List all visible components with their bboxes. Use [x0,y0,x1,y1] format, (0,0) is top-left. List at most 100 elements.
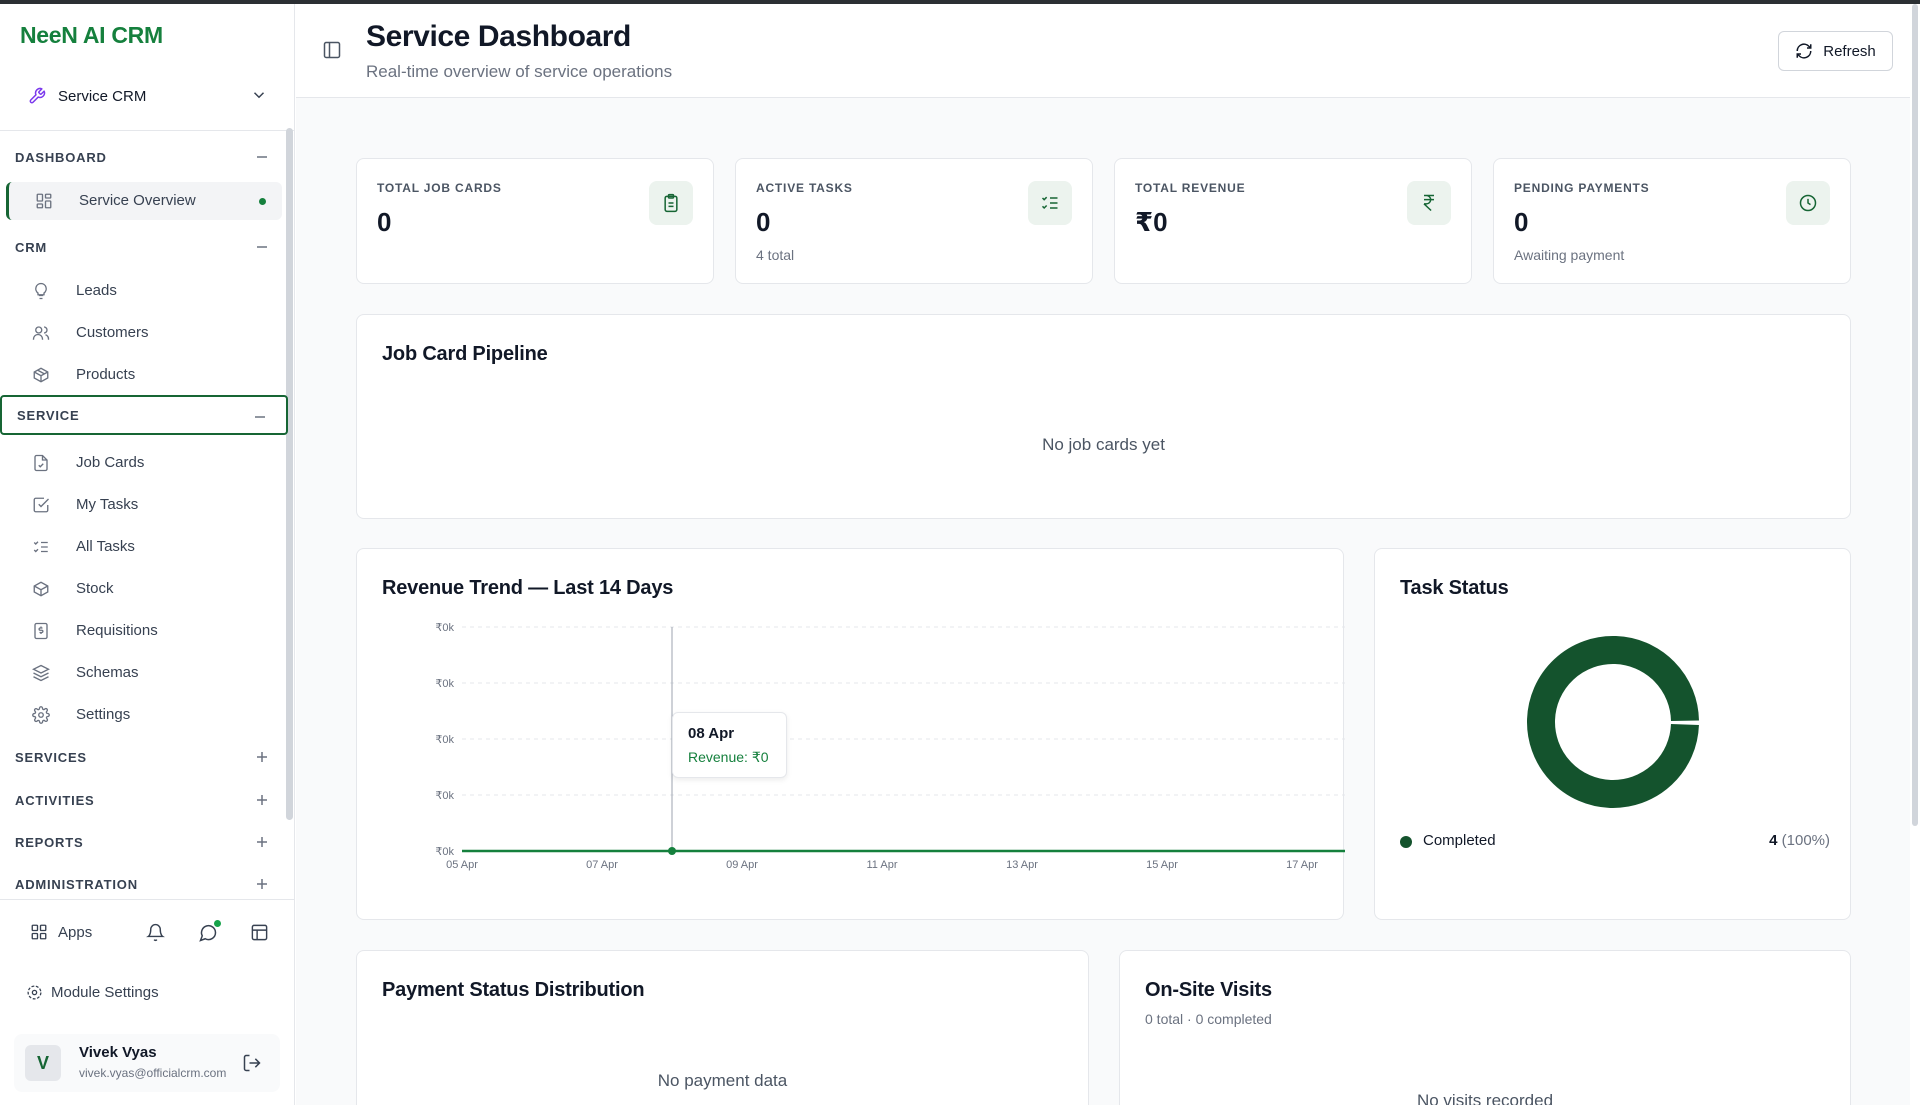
y-tick-label: ₹0k [435,678,454,690]
section-reports[interactable]: REPORTS [0,822,288,862]
card-subtitle: 0 total · 0 completed [1145,1011,1272,1027]
sidebar-item-label: Products [76,366,136,383]
section-administration[interactable]: ADMINISTRATION [0,864,288,904]
kpi-card-total-job-cards: TOTAL JOB CARDS 0 [356,158,714,284]
main-scrollbar[interactable] [1912,4,1918,826]
y-tick-label: ₹0k [435,846,454,858]
module-switcher[interactable]: Service CRM [28,78,268,114]
section-activities[interactable]: ACTIVITIES [0,780,288,820]
expand-icon [257,752,267,762]
section-dashboard[interactable]: DASHBOARD [0,137,288,177]
sidebar-footer-divider [0,899,294,900]
legend-item-completed: Completed 4 (100%) [1400,832,1830,854]
donut-slice-completed[interactable] [1527,636,1699,808]
sidebar-item-job-cards[interactable]: Job Cards [6,444,282,482]
section-services[interactable]: SERVICES [0,737,288,777]
section-label: ADMINISTRATION [15,876,138,892]
collapse-icon [255,416,265,418]
card-title: Payment Status Distribution [382,979,645,1001]
kpi-note: 4 total [756,247,795,263]
refresh-button[interactable]: Refresh [1778,31,1893,71]
clipboard-icon [664,193,678,213]
module-name: Service CRM [58,87,147,105]
card-title: Task Status [1400,577,1509,599]
sidebar-item-schemas[interactable]: Schemas [6,654,282,692]
x-tick-label: 13 Apr [1006,859,1038,871]
section-label: SERVICE [17,407,80,423]
sidebar-scrollbar[interactable] [286,128,293,820]
sidebar-item-my-tasks[interactable]: My Tasks [6,486,282,524]
tooltip-value: Revenue: ₹0 [688,749,769,765]
y-tick-label: ₹0k [435,622,454,634]
layout-icon[interactable] [250,923,269,942]
x-tick-label: 11 Apr [867,859,898,871]
receipt-icon [34,622,48,640]
lightbulb-icon [35,282,47,300]
page-title: Service Dashboard [366,20,631,53]
chat-button[interactable] [198,919,222,943]
sidebar-item-label: My Tasks [76,496,139,513]
page-header: Service Dashboard Real-time overview of … [296,4,1910,98]
legend-swatch [1400,836,1412,848]
kpi-note: Awaiting payment [1514,247,1625,263]
sidebar-item-settings[interactable]: Settings [6,696,282,734]
active-indicator [259,198,266,205]
sidebar-item-label: Leads [76,282,117,299]
list-checks-icon [1041,196,1058,210]
bell-icon[interactable] [146,923,165,942]
kpi-value: 0 [377,207,392,237]
kpi-icon-box [649,181,693,225]
legend-label: Completed [1423,832,1496,849]
empty-state: No visits recorded [1416,1091,1554,1105]
sidebar-item-customers[interactable]: Customers [6,314,282,352]
x-tick-label: 09 Apr [726,859,758,871]
y-tick-label: ₹0k [435,734,454,746]
legend-count-value: 4 [1769,832,1778,849]
section-service[interactable]: SERVICE [0,395,288,435]
sidebar-item-label: Customers [76,324,149,341]
empty-state: No payment data [657,1071,788,1090]
window-top-bar [0,0,1920,4]
kpi-label: TOTAL JOB CARDS [377,181,502,195]
sidebar-item-service-overview[interactable]: Service Overview [6,182,282,220]
expand-icon [257,837,267,847]
section-label: REPORTS [15,834,84,850]
file-check-icon [34,454,48,472]
apps-button[interactable]: Apps [30,923,92,941]
sidebar-item-stock[interactable]: Stock [6,570,282,608]
sidebar-item-leads[interactable]: Leads [6,272,282,310]
package-icon [33,581,49,597]
revenue-trend-card: Revenue Trend — Last 14 Days ₹0k ₹0k ₹0k ₹0… [356,548,1345,920]
sidebar-item-all-tasks[interactable]: All Tasks [6,528,282,566]
kpi-value: 0 [1514,207,1529,237]
job-card-pipeline-card: Job Card Pipeline No job cards yet [356,314,1851,519]
module-settings-link[interactable]: Module Settings [26,984,159,1001]
collapse-icon [257,156,267,158]
sidebar-divider [0,130,294,131]
logout-icon[interactable] [242,1053,262,1073]
revenue-line-chart: ₹0k ₹0k ₹0k ₹0k ₹0k 05 Apr 07 Apr 09 Apr 11 Apr… [435,622,1345,871]
sidebar-item-label: Job Cards [76,454,145,471]
users-icon [32,326,50,340]
sidebar-item-label: Schemas [76,664,139,681]
chevron-down-icon [253,92,265,99]
section-label: CRM [15,239,48,255]
sidebar-item-products[interactable]: Products [6,356,282,394]
gear-icon [32,706,50,724]
card-title: Revenue Trend — Last 14 Days [382,577,674,599]
layers-icon [32,664,50,682]
list-checks-icon [33,541,48,553]
section-crm[interactable]: CRM [0,227,288,267]
sidebar-item-requisitions[interactable]: Requisitions [6,612,282,650]
section-label: DASHBOARD [15,149,107,165]
user-profile-card[interactable]: V Vivek Vyas vivek.vyas@officialcrm.com [14,1034,280,1092]
sidebar-item-label: All Tasks [76,538,135,555]
highlight-point [668,847,676,855]
chart-tooltip: 08 Apr Revenue: ₹0 [672,712,787,778]
kpi-value: ₹0 [1135,207,1168,237]
sidebar-toggle-icon[interactable] [322,40,342,60]
clock-icon [1799,194,1817,212]
card-title: On-Site Visits [1145,979,1272,1001]
refresh-label: Refresh [1823,42,1876,60]
brand-logo[interactable]: NeeN AI CRM [20,22,163,48]
